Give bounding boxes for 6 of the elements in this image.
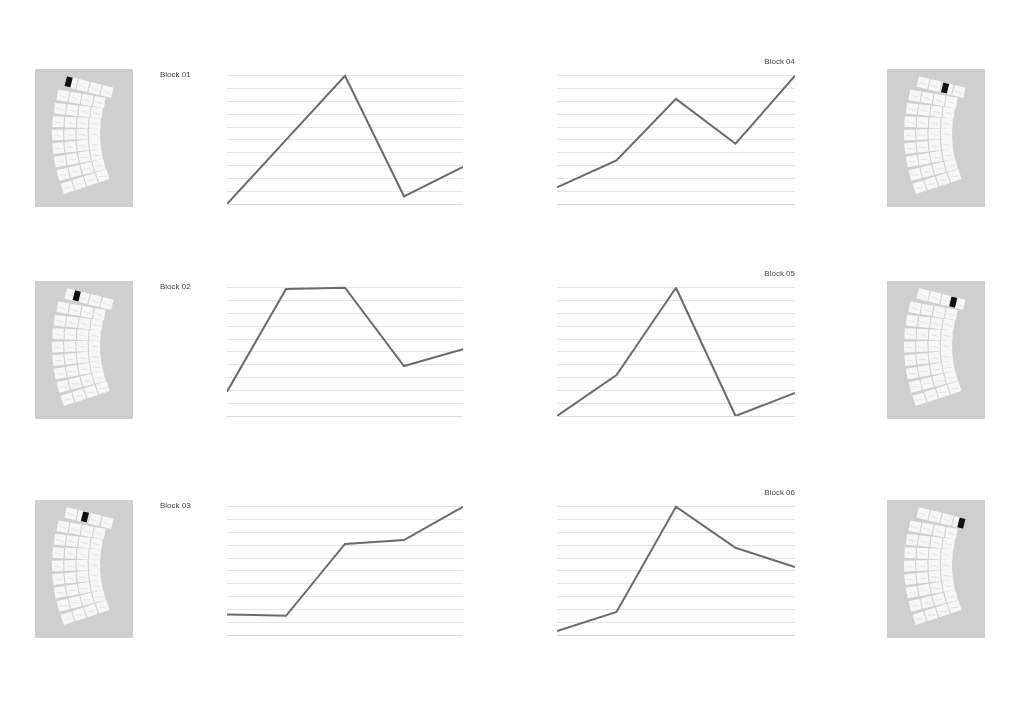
chart-title: Block 04 [764, 57, 795, 67]
chart-title: Block 05 [764, 269, 795, 279]
chart-title: Block 03 [160, 501, 191, 511]
chart-title: Block 06 [764, 488, 795, 498]
chart-title: Block 01 [160, 70, 191, 80]
chart-title: Block 02 [160, 282, 191, 292]
